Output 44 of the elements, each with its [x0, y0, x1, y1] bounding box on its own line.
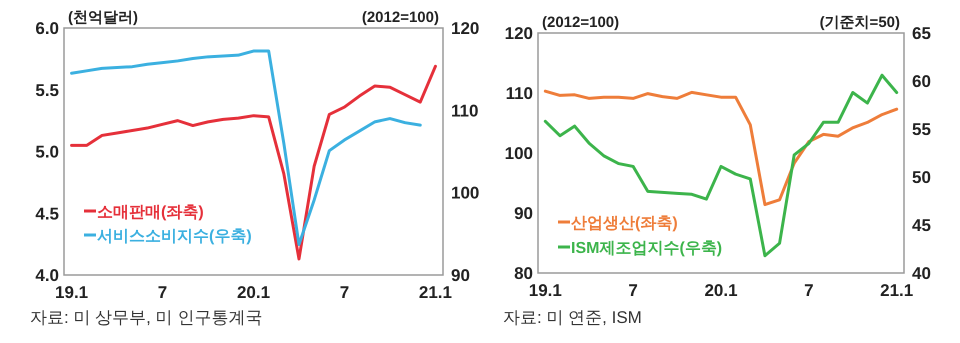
y2-tick-label: 110 [451, 101, 478, 120]
y-tick-label: 80 [514, 264, 533, 283]
y2-tick-label: 55 [912, 120, 931, 139]
x-tick-label: 7 [158, 283, 168, 302]
x-tick-label: 19.1 [55, 283, 88, 302]
y-tick-label: 4.0 [35, 266, 59, 285]
line-series [544, 74, 898, 258]
y2-tick-label: 65 [912, 24, 931, 43]
x-tick-label: 7 [628, 281, 638, 300]
y-tick-label: 100 [504, 144, 533, 163]
text: 자료: 미 연준, ISM [503, 308, 642, 327]
x-tick-label: 20.1 [704, 281, 738, 300]
line-series [70, 64, 437, 260]
text: 자료: 미 상무부, 미 인구통계국 [30, 308, 262, 327]
y2-axis-title: (기준치=50) [820, 14, 900, 31]
legend-label: 소매판매(좌축) [97, 204, 204, 221]
y-tick-label: 90 [514, 204, 533, 223]
line-series [544, 90, 898, 206]
y-axis-title: (2012=100) [542, 14, 620, 31]
x-tick-label: 21.1 [418, 283, 452, 302]
y2-tick-label: 45 [912, 216, 931, 235]
y-tick-label: 5.0 [35, 142, 59, 162]
y2-tick-label: 60 [912, 72, 931, 91]
legend-label: 산업생산(좌축) [571, 215, 678, 232]
legend-label: 서비스소비지수(우축) [97, 228, 252, 245]
y2-tick-label: 40 [912, 264, 931, 283]
y2-tick-label: 100 [451, 184, 480, 203]
y-tick-label: 6.0 [35, 19, 59, 38]
y2-axis-title: (2012=100) [362, 9, 439, 26]
y-tick-label: 120 [504, 24, 533, 43]
x-tick-label: 19.1 [528, 281, 562, 300]
y-tick-label: 5.5 [35, 80, 59, 100]
y2-tick-label: 90 [451, 266, 470, 285]
x-tick-label: 20.1 [236, 283, 270, 302]
y-tick-label: 4.5 [35, 204, 59, 224]
legend-label: ISM제조업지수(우축) [571, 240, 722, 257]
x-tick-label: 21.1 [880, 281, 914, 300]
y2-tick-label: 50 [912, 168, 931, 187]
x-tick-label: 7 [804, 281, 814, 300]
y-tick-label: 110 [506, 84, 533, 103]
y-axis-title: (천억달러) [68, 9, 138, 26]
y2-tick-label: 120 [451, 19, 480, 38]
line-series [70, 50, 422, 246]
x-tick-label: 7 [340, 283, 350, 302]
